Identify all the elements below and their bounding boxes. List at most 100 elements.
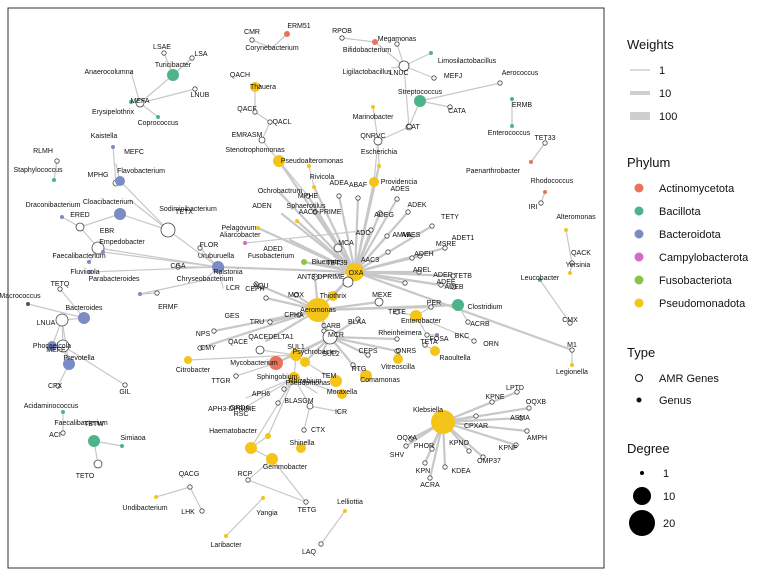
amr-gene-node [480,454,486,460]
amr-gene-label: ADER [433,272,452,279]
genus-label: Laribacter [210,542,242,549]
genus-node [529,160,533,164]
amr-gene-label: RCP [238,471,253,478]
genus-node [510,97,514,101]
amr-gene-label: GRDA [230,405,251,412]
plot-panel-border [7,7,605,569]
amr-gene-node [438,282,444,288]
amr-gene-node [296,312,302,318]
phylum-legend: Phylum Actinomycetota Bacillota Bacteroi… [627,155,749,310]
label-layer: CMR ERM51 Corynebacterium RPOB Bifidobacteri… [0,23,596,556]
amr-gene-node [305,193,311,199]
network-edge [415,315,475,342]
amr-gene-node [424,332,430,338]
amr-gene-label: CPHA [284,312,304,319]
genus-label: Paenarthrobacter [466,168,521,175]
network-edge [353,270,574,352]
amr-gene-node [355,195,361,201]
genus-label: AAC3 [361,257,379,264]
phylum-key-label-actinomycetota: Actinomycetota [659,183,735,195]
amr-gene-node [429,446,435,452]
amr-gene-label: LNUC [389,70,408,77]
phylum-key-label-pseudomonadota: Pseudomonadota [659,298,746,310]
amr-gene-node [405,123,413,131]
genus-label: Phocaeicola [33,343,71,350]
genus-node [88,435,100,447]
amr-gene-label: ACRB [470,321,490,328]
genus-node [284,31,290,37]
amr-gene-label: GES [225,313,240,320]
network-edge [112,146,117,184]
amr-gene-node [518,415,524,421]
amr-gene-node [192,86,198,92]
network-edge [377,126,410,142]
amr-gene-label: ADEG [374,212,394,219]
genus-label: Providencia [381,179,418,186]
genus-node [330,375,342,387]
amr-gene-node [199,508,205,514]
genus-label: Fluviicola [70,269,99,276]
amr-gene-label: MEFE [46,347,66,354]
network-edge [102,251,219,268]
phylum-legend-title: Phylum [627,155,670,170]
genus-label: Limosilactobacillus [438,58,497,65]
amr-gene-node [233,373,239,379]
amr-gene-node [417,253,423,259]
phylum-key-dot-fusobacteriota [634,275,644,285]
amr-gene-node [422,460,428,466]
degree-key-label-1: 1 [663,468,669,480]
genus-label: Coprococcus [138,120,179,127]
genus-node [538,278,542,282]
network-edge [293,377,343,395]
genus-node [154,495,158,499]
genus-node [243,241,247,245]
genus-node [414,95,426,107]
phylum-key-dot-bacillota [634,206,644,216]
amr-gene-label: MPHG [88,172,109,179]
amr-gene-label: LAQ [302,549,317,556]
genus-node [343,509,347,513]
genus-label: Pelagovum [221,225,256,232]
genus-label: Yangia [256,510,277,517]
network-edge [337,194,357,274]
amr-gene-node [514,389,520,395]
amr-gene-label: QACL [272,119,291,126]
amr-gene-label: CTX [311,427,325,434]
amr-gene-node [55,313,69,327]
network-edge [216,265,357,274]
genus-node [300,357,310,367]
amr-gene-label: Anaerocolumna [84,69,133,76]
genus-node [250,82,260,92]
genus-node [369,177,379,187]
amr-gene-node [75,222,85,232]
amr-gene-node [394,309,400,315]
amr-gene-node [447,104,453,110]
genus-node [129,100,133,104]
amr-gene-node [442,464,448,470]
network-edge [304,361,337,382]
network-edge [353,270,456,289]
amr-gene-node [569,260,575,266]
amr-gene-label: LNUA [37,320,56,327]
genus-node [543,190,547,194]
type-legend-title: Type [627,345,655,360]
amr-gene-label: ADEB [444,284,463,291]
amr-gene-label: RPOB [332,28,352,35]
amr-gene-label: OQXB [526,399,547,406]
genus-label: Vitreoscilla [381,364,415,371]
amr-gene-node [513,442,519,448]
genus-node [245,442,257,454]
amr-gene-label: TETE [388,309,406,316]
amr-gene-label: CMY [200,345,216,352]
genus-node [26,302,30,306]
amr-gene-node [350,362,356,368]
network-edge [139,74,174,104]
genus-label: Moraxella [327,389,357,396]
amr-gene-label: TTGR [211,378,230,385]
weight-key-label-2: 10 [659,88,671,100]
amr-gene-label: BLASGM [284,398,313,405]
genus-label: Rhodococcus [531,178,574,185]
genus-label: Pseudoalteromonas [281,158,344,165]
amr-gene-node [197,245,203,251]
genus-node [156,115,160,119]
